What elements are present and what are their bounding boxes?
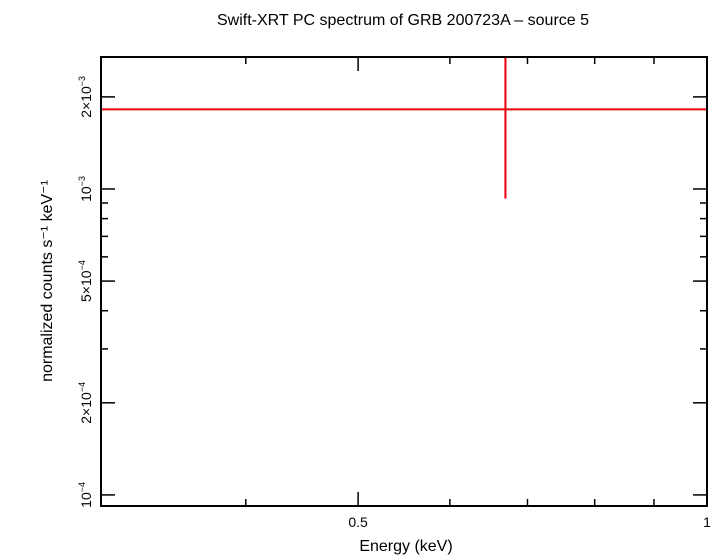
y-tick-mantissa: 10 [78, 492, 94, 508]
y-tick-label: 2×10−4 [77, 382, 94, 424]
y-tick-exponent: −4 [77, 382, 87, 392]
axis-tick-labels: 0.5 110−42×10−45×10−410−32×10−3 [77, 76, 711, 530]
y-tick-mantissa: 5×10 [78, 270, 94, 302]
y-tick-exponent: −3 [77, 176, 87, 186]
plot-frame [100, 56, 708, 507]
y-tick-label: 5×10−4 [77, 260, 94, 302]
y-tick-mantissa: 2×10 [78, 392, 94, 424]
x-axis-label: Energy (keV) [359, 538, 452, 555]
axis-ticks [100, 57, 708, 506]
x-tick-label: 1 [703, 514, 711, 530]
y-tick-label: 2×10−3 [77, 76, 94, 118]
y-tick-exponent: −4 [77, 260, 87, 270]
y-tick-exponent: −4 [77, 482, 87, 492]
y-tick-label: 10−3 [77, 176, 94, 202]
y-tick-exponent: −3 [77, 76, 87, 86]
x-tick-label: 0.5 [348, 514, 368, 530]
y-axis-label: normalized counts s⁻¹ keV⁻¹ [39, 180, 56, 382]
chart-title: Swift-XRT PC spectrum of GRB 200723A – s… [217, 12, 589, 29]
y-tick-label: 10−4 [77, 482, 94, 508]
data-marks [101, 57, 707, 199]
y-tick-mantissa: 2×10 [78, 86, 94, 118]
y-tick-mantissa: 10 [78, 186, 94, 202]
